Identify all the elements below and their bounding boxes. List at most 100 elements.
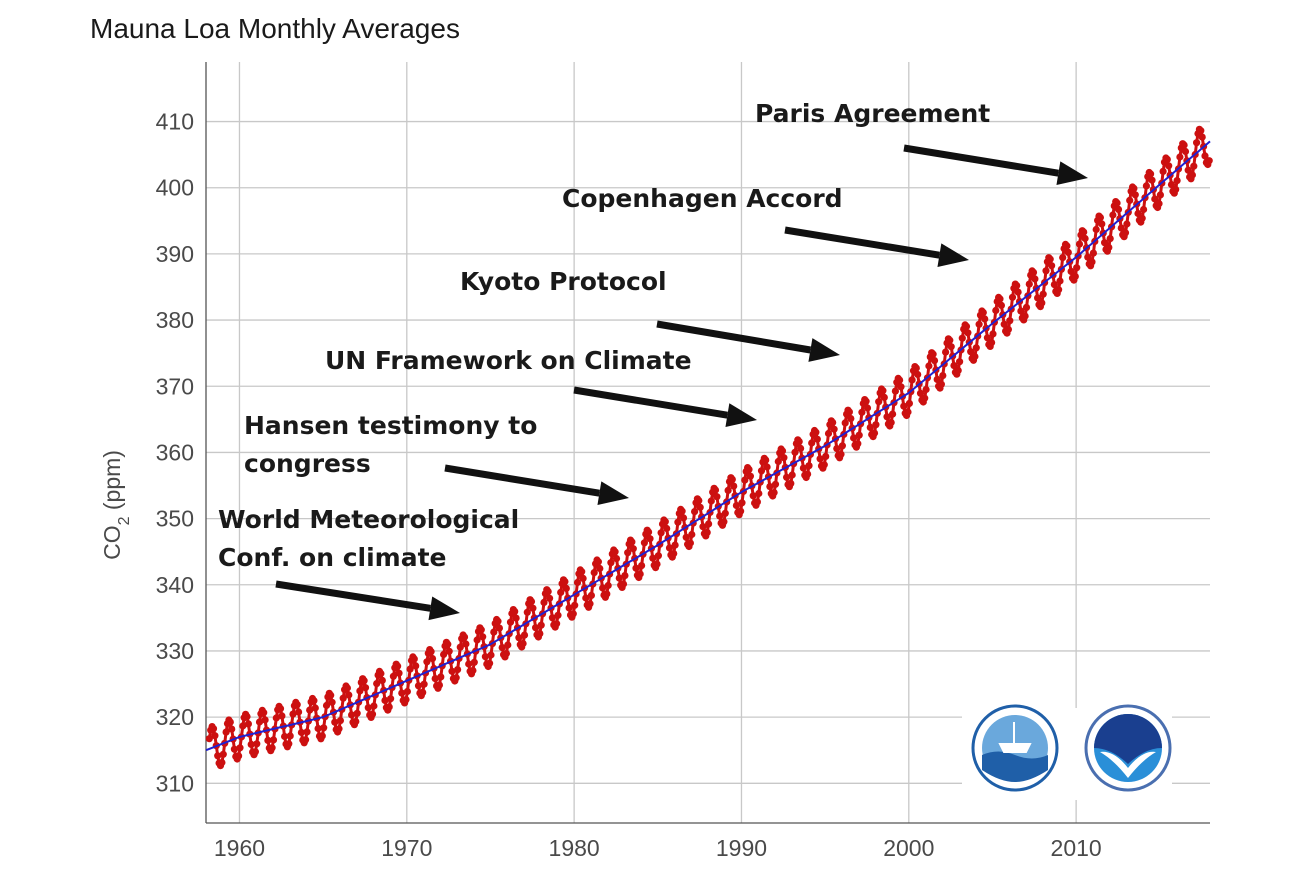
monthly-point xyxy=(812,428,820,436)
monthly-point xyxy=(247,740,255,749)
annotation-label-line: Hansen testimony to xyxy=(244,411,537,440)
monthly-point xyxy=(699,523,707,531)
monthly-point xyxy=(787,479,795,487)
monthly-point xyxy=(456,643,464,651)
monthly-point xyxy=(1075,240,1084,248)
monthly-point xyxy=(532,624,540,632)
annotations: Paris Agreement Copenhagen Accord Kyoto Pr… xyxy=(218,99,1088,621)
monthly-point xyxy=(286,732,294,740)
monthly-point xyxy=(900,402,908,410)
monthly-point xyxy=(594,558,603,566)
monthly-point xyxy=(1000,320,1008,328)
monthly-point xyxy=(599,584,607,592)
monthly-point xyxy=(778,447,787,455)
monthly-point xyxy=(703,528,711,537)
monthly-point xyxy=(523,608,531,616)
monthly-point xyxy=(293,701,301,709)
monthly-point xyxy=(607,559,615,567)
monthly-point xyxy=(954,366,962,374)
monthly-point xyxy=(506,618,515,626)
y-tick-label: 340 xyxy=(156,572,194,598)
monthly-point xyxy=(713,493,721,501)
monthly-point xyxy=(1092,225,1100,234)
monthly-point xyxy=(996,295,1004,303)
monthly-point xyxy=(1080,228,1088,236)
monthly-point xyxy=(992,306,1000,315)
axes: 310 320 330 340 350 360 370 380 390 400 410 1960 197… xyxy=(156,62,1210,861)
monthly-point xyxy=(695,497,703,505)
monthly-point xyxy=(327,691,335,699)
monthly-point xyxy=(445,647,453,655)
annotation-label: Kyoto Protocol xyxy=(460,267,667,296)
monthly-point xyxy=(762,456,770,464)
y-axis-label-main: CO xyxy=(99,525,125,560)
y-tick-label: 320 xyxy=(156,704,194,730)
monthly-point xyxy=(561,578,569,586)
monthly-point xyxy=(540,598,548,607)
monthly-point xyxy=(916,389,925,397)
monthly-point xyxy=(705,520,713,528)
monthly-point xyxy=(629,545,637,553)
monthly-point xyxy=(370,702,378,710)
x-tick-label: 2000 xyxy=(883,835,934,861)
monthly-point xyxy=(462,640,470,648)
monthly-point xyxy=(557,588,565,597)
monthly-point xyxy=(663,524,671,533)
monthly-point xyxy=(946,336,954,344)
monthly-point xyxy=(845,408,854,416)
monthly-point xyxy=(1067,267,1075,275)
monthly-point xyxy=(1197,127,1205,135)
monthly-point xyxy=(529,604,537,612)
monthly-point xyxy=(947,343,955,351)
y-tick-label: 310 xyxy=(156,770,194,796)
noaa-bird xyxy=(1100,751,1156,778)
monthly-point xyxy=(269,736,278,744)
monthly-point xyxy=(470,658,478,666)
monthly-point xyxy=(988,339,996,347)
monthly-point xyxy=(571,601,579,609)
monthly-point xyxy=(1064,248,1072,256)
monthly-series-line xyxy=(207,126,1211,769)
annotation-arrow-head xyxy=(937,243,969,268)
annotation-arrow-shaft xyxy=(444,464,600,497)
monthly-point xyxy=(691,508,699,516)
monthly-point xyxy=(395,669,403,677)
monthly-point xyxy=(465,660,473,668)
monthly-point xyxy=(586,600,594,608)
monthly-point xyxy=(757,467,766,475)
monthly-point xyxy=(440,650,448,659)
monthly-point xyxy=(929,350,937,358)
monthly-point xyxy=(389,672,397,680)
monthly-point xyxy=(847,415,855,423)
monthly-point xyxy=(850,434,858,442)
noaa-research-seal-icon xyxy=(971,704,1059,792)
monthly-point xyxy=(1190,162,1198,170)
monthly-point xyxy=(1096,213,1104,222)
monthly-point xyxy=(854,440,862,448)
monthly-point xyxy=(239,722,247,730)
monthly-point xyxy=(569,610,577,618)
monthly-point xyxy=(908,376,916,384)
monthly-point xyxy=(412,662,420,670)
monthly-point xyxy=(278,712,286,720)
annotation-arrow-shaft xyxy=(784,226,940,259)
monthly-point xyxy=(755,489,763,498)
monthly-point xyxy=(628,538,636,546)
annotation-label-line: Paris Agreement xyxy=(755,99,990,128)
monthly-point xyxy=(824,429,833,438)
annotation-arrow-shaft xyxy=(656,320,812,354)
monthly-point xyxy=(520,631,529,639)
monthly-point xyxy=(428,655,437,663)
monthly-point xyxy=(711,486,720,494)
annotation-1: Copenhagen Accord xyxy=(562,184,969,268)
monthly-point xyxy=(490,628,498,636)
monthly-point xyxy=(512,614,520,622)
monthly-point xyxy=(219,750,227,758)
monthly-point xyxy=(670,550,678,558)
monthly-point xyxy=(724,486,732,494)
monthly-point xyxy=(378,676,386,685)
monthly-point xyxy=(791,448,799,456)
monthly-point xyxy=(1106,235,1114,243)
monthly-point xyxy=(858,408,866,416)
monthly-point xyxy=(410,655,418,663)
